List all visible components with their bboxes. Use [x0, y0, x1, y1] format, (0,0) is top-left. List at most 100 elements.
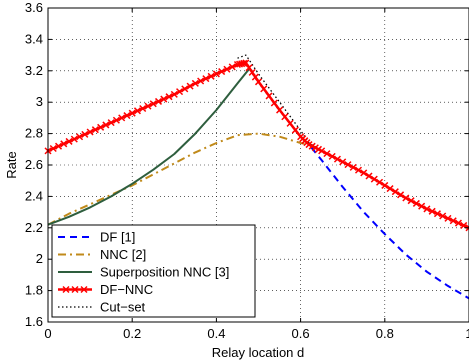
- series-3-marker: [291, 126, 299, 134]
- series-3-marker: [81, 130, 89, 138]
- legend-marker-3: [71, 285, 79, 294]
- series-3-marker: [91, 126, 99, 134]
- series-3-marker: [149, 100, 157, 108]
- series-3-marker: [333, 155, 341, 163]
- series-3-marker: [176, 88, 184, 96]
- series-3-marker: [412, 199, 420, 207]
- series-3-marker: [102, 121, 110, 129]
- y-tick-label: 2.4: [25, 188, 43, 203]
- tick-labels: 0 0.2 0.4 0.6 0.8 1 1.6 1.8 2 2.2 2.4 2.6 2.8 3 3.2 3.4…: [25, 0, 469, 341]
- y-tick-label: 2.2: [25, 220, 43, 235]
- series-3-marker: [428, 207, 436, 215]
- series-3-marker: [402, 194, 410, 202]
- series-3-marker: [54, 142, 63, 150]
- y-axis-label: Rate: [4, 151, 19, 178]
- ticks: [47, 7, 469, 323]
- series-3-marker: [112, 116, 120, 124]
- x-tick-label: 0.2: [123, 326, 141, 341]
- series-3-marker: [144, 102, 152, 110]
- series-3-marker: [223, 65, 231, 73]
- series-3-marker: [202, 75, 210, 83]
- series-3-marker: [286, 119, 294, 127]
- series-3-marker: [318, 147, 326, 155]
- series-3-marker: [360, 169, 368, 177]
- series-3-marker: [397, 191, 405, 199]
- y-tick-label: 3.6: [25, 0, 43, 15]
- series-3-marker: [281, 113, 289, 121]
- series-3-marker: [251, 73, 259, 81]
- series-3-marker: [270, 99, 278, 107]
- series-3-marker: [228, 63, 236, 71]
- x-tick-label: 0.8: [376, 326, 394, 341]
- legend-label-4: Cut−set: [100, 300, 146, 315]
- series-group: [44, 54, 469, 300]
- y-tick-label: 2.8: [25, 126, 43, 141]
- series-3-marker: [449, 217, 457, 225]
- series-3-marker: [245, 64, 253, 72]
- series-3-marker: [418, 202, 426, 210]
- series-3-marker: [191, 79, 199, 87]
- y-tick-label: 1.8: [25, 283, 43, 298]
- series-3-marker: [433, 210, 441, 218]
- series-3-marker: [118, 114, 126, 122]
- series-3-marker: [160, 95, 168, 103]
- series-3-marker: [128, 109, 136, 117]
- legend-label-2: Superposition NNC [3]: [100, 265, 229, 280]
- x-tick-label: 0.4: [207, 326, 225, 341]
- series-3-marker: [391, 188, 399, 196]
- series-3-marker: [123, 112, 131, 120]
- y-tick-label: 3: [36, 94, 43, 109]
- series-3-marker: [212, 70, 220, 78]
- x-axis-label: Relay location d: [212, 345, 305, 360]
- series-3-marker: [370, 175, 378, 183]
- series-3-marker: [354, 166, 363, 174]
- series-3-marker: [376, 178, 384, 186]
- series-3-marker: [186, 82, 194, 90]
- y-tick-label: 1.6: [25, 314, 43, 329]
- series-3-marker: [344, 161, 352, 169]
- series-3-marker: [365, 172, 373, 180]
- series-3-marker: [339, 158, 347, 166]
- series-3-marker: [97, 123, 105, 131]
- y-tick-label: 2.6: [25, 157, 43, 172]
- series-3-marker: [76, 133, 84, 141]
- series-3-marker: [349, 163, 357, 171]
- series-3-marker: [260, 85, 268, 93]
- series-3-marker: [218, 68, 226, 76]
- series-3-marker: [197, 77, 205, 85]
- series-3-marker: [254, 78, 263, 86]
- series-3-marker: [423, 205, 431, 213]
- series-3-marker: [276, 106, 284, 114]
- series-3-marker: [328, 152, 336, 160]
- legend-label-3: DF−NNC: [100, 282, 153, 297]
- series-3-marker: [107, 119, 115, 127]
- series-3-marker: [65, 137, 73, 145]
- series-3-marker: [165, 93, 173, 101]
- x-tick-label: 1: [465, 326, 469, 341]
- series-3-marker: [139, 104, 147, 113]
- legend-marker-3: [80, 285, 88, 294]
- x-tick-label: 0: [44, 326, 51, 341]
- series-3-marker: [181, 85, 189, 93]
- y-tick-label: 2: [36, 251, 43, 266]
- legend-label-0: DF [1]: [100, 230, 135, 245]
- series-2-line: [47, 67, 251, 226]
- series-3-marker: [265, 92, 273, 100]
- x-tick-label: 0.6: [292, 326, 310, 341]
- series-3-marker: [465, 224, 469, 232]
- series-3-marker: [49, 144, 57, 153]
- legend: DF [1] NNC [2] Superposition NNC [3] DF−NNC…: [51, 224, 256, 318]
- legend-label-1: NNC [2]: [100, 247, 146, 262]
- series-3-marker: [60, 140, 68, 148]
- series-3-marker: [133, 107, 141, 115]
- series-3-marker: [454, 219, 463, 227]
- y-tick-label: 3.4: [25, 31, 43, 46]
- series-3-marker: [242, 59, 250, 67]
- series-3-marker: [407, 197, 415, 205]
- series-3-marker: [207, 72, 215, 80]
- series-3-marker: [248, 68, 256, 76]
- series-3-marker: [444, 214, 452, 222]
- series-3-marker: [381, 181, 389, 189]
- legend-marker-3: [62, 285, 70, 294]
